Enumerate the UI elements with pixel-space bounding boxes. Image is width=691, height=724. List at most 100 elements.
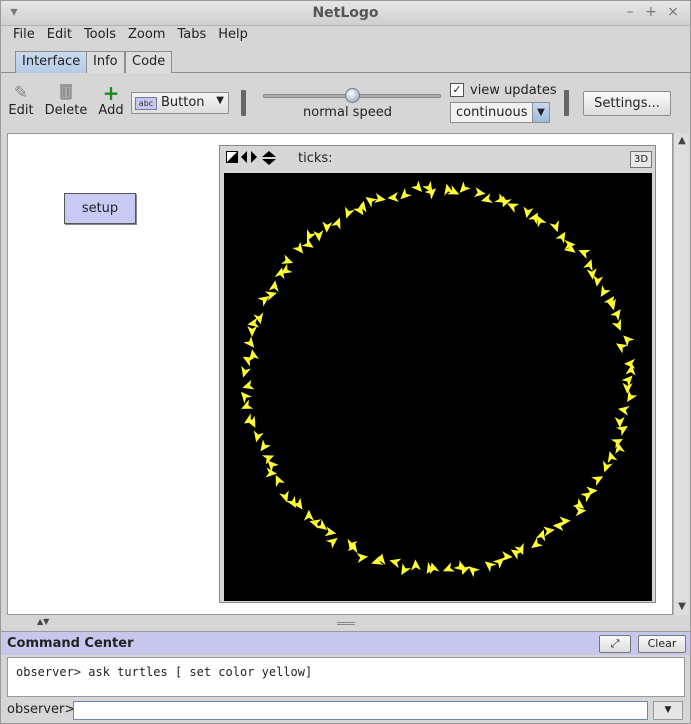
turtle bbox=[574, 506, 587, 517]
menu-zoom[interactable]: Zoom bbox=[127, 27, 166, 42]
menu-tools[interactable]: Tools bbox=[83, 27, 116, 42]
turtle bbox=[313, 230, 324, 242]
command-input[interactable] bbox=[73, 701, 648, 720]
turtle bbox=[347, 538, 358, 551]
resize-horizontal-icon[interactable] bbox=[241, 151, 257, 167]
turtle bbox=[621, 375, 633, 387]
command-output: observer> ask turtles [ set color yellow… bbox=[7, 657, 685, 697]
maximize-icon[interactable]: + bbox=[645, 4, 657, 20]
scroll-up-icon[interactable]: ▲ bbox=[678, 135, 686, 146]
clear-button[interactable]: Clear bbox=[638, 635, 686, 653]
update-mode-select[interactable]: continuous ▼ bbox=[450, 102, 550, 123]
turtle bbox=[315, 519, 328, 530]
turtle bbox=[625, 364, 636, 376]
turtle bbox=[261, 455, 275, 465]
world-canvas[interactable] bbox=[224, 173, 652, 601]
turtle bbox=[563, 242, 576, 253]
3d-view-button[interactable]: 3D bbox=[630, 151, 652, 168]
chevron-down-icon: ▼ bbox=[216, 95, 224, 106]
turtle bbox=[422, 180, 433, 193]
turtle bbox=[523, 206, 534, 219]
view-updates-checkbox[interactable]: ✓ bbox=[450, 83, 464, 97]
turtle bbox=[257, 296, 270, 307]
minimize-icon[interactable]: – bbox=[626, 4, 634, 20]
turtle bbox=[492, 557, 505, 569]
turtle bbox=[387, 192, 399, 202]
window-title: NetLogo bbox=[312, 5, 379, 21]
add-label: Add bbox=[98, 103, 124, 118]
speed-slider-knob[interactable] bbox=[345, 88, 360, 103]
menu-help[interactable]: Help bbox=[218, 27, 248, 42]
turtle bbox=[549, 220, 560, 233]
toolbar-separator bbox=[564, 90, 569, 116]
turtle bbox=[572, 498, 585, 509]
turtle bbox=[593, 275, 604, 287]
turtle bbox=[306, 229, 317, 242]
split-arrows-icon[interactable]: ▲▼ bbox=[37, 617, 50, 626]
menu-file[interactable]: File bbox=[13, 27, 35, 42]
toolbar-separator bbox=[241, 90, 246, 116]
turtle bbox=[267, 460, 279, 472]
command-input-row: observer> ▼ bbox=[1, 699, 690, 723]
turtle bbox=[552, 521, 564, 532]
settings-button[interactable]: Settings... bbox=[583, 91, 671, 116]
interface-toolbar: ✎ Edit Delete + Add abc Button ▼ normal … bbox=[1, 73, 690, 131]
turtle bbox=[292, 241, 304, 254]
turtle bbox=[537, 215, 547, 228]
world-view: ticks: 3D bbox=[219, 145, 656, 603]
edit-button[interactable]: ✎ Edit bbox=[7, 83, 35, 118]
pop-out-button[interactable]: ⤢ bbox=[599, 635, 631, 653]
turtle bbox=[356, 200, 367, 213]
resize-vertical-icon[interactable] bbox=[262, 151, 276, 169]
turtle bbox=[528, 212, 538, 225]
history-dropdown-icon[interactable]: ▼ bbox=[653, 701, 683, 720]
update-mode-value: continuous bbox=[456, 105, 528, 120]
delete-button[interactable]: Delete bbox=[43, 83, 89, 118]
vertical-scrollbar[interactable]: ▲ ▼ bbox=[673, 133, 689, 615]
turtle bbox=[583, 259, 593, 272]
scroll-down-icon[interactable]: ▼ bbox=[678, 601, 686, 612]
view-updates-label: view updates bbox=[470, 83, 557, 98]
turtle bbox=[279, 490, 289, 503]
window-menu-icon[interactable]: ▾ bbox=[10, 4, 18, 20]
widget-type-combo[interactable]: abc Button ▼ bbox=[131, 92, 229, 114]
ticks-label: ticks: bbox=[298, 151, 333, 166]
turtle bbox=[559, 516, 571, 527]
command-center-header: Command Center ⤢ Clear bbox=[1, 631, 690, 655]
turtle bbox=[531, 537, 544, 549]
turtle bbox=[424, 188, 437, 200]
turtle bbox=[301, 237, 314, 248]
turtle bbox=[461, 562, 471, 575]
turtle bbox=[442, 562, 455, 572]
splitter-grip[interactable] bbox=[337, 622, 355, 625]
turtle bbox=[447, 185, 460, 195]
shape-toggle-icon[interactable] bbox=[226, 151, 238, 167]
turtle bbox=[325, 537, 338, 549]
turtle bbox=[268, 280, 279, 292]
output-line: observer> ask turtles [ set color yellow… bbox=[16, 665, 313, 679]
turtle bbox=[286, 495, 297, 508]
turtle bbox=[331, 217, 341, 230]
setup-button[interactable]: setup bbox=[64, 193, 136, 224]
add-button[interactable]: + Add bbox=[97, 83, 125, 118]
panel-splitter[interactable]: ▲▼ bbox=[1, 617, 690, 629]
turtle bbox=[374, 193, 386, 203]
observer-prompt[interactable]: observer> bbox=[7, 702, 76, 717]
turtle bbox=[247, 325, 258, 337]
plus-icon: + bbox=[102, 81, 120, 105]
title-bar: ▾ NetLogo – + × bbox=[1, 1, 690, 26]
turtle bbox=[459, 181, 471, 193]
tab-code[interactable]: Code bbox=[125, 51, 173, 73]
turtle bbox=[444, 183, 454, 196]
turtle-layer bbox=[240, 180, 638, 578]
tab-info[interactable]: Info bbox=[86, 51, 125, 73]
turtle bbox=[242, 356, 255, 367]
menu-edit[interactable]: Edit bbox=[46, 27, 72, 42]
edit-label: Edit bbox=[8, 103, 34, 118]
menu-tabs[interactable]: Tabs bbox=[177, 27, 207, 42]
close-icon[interactable]: × bbox=[667, 4, 679, 20]
turtle bbox=[281, 254, 294, 264]
tab-interface[interactable]: Interface bbox=[15, 51, 88, 73]
pencil-icon: ✎ bbox=[13, 83, 29, 103]
